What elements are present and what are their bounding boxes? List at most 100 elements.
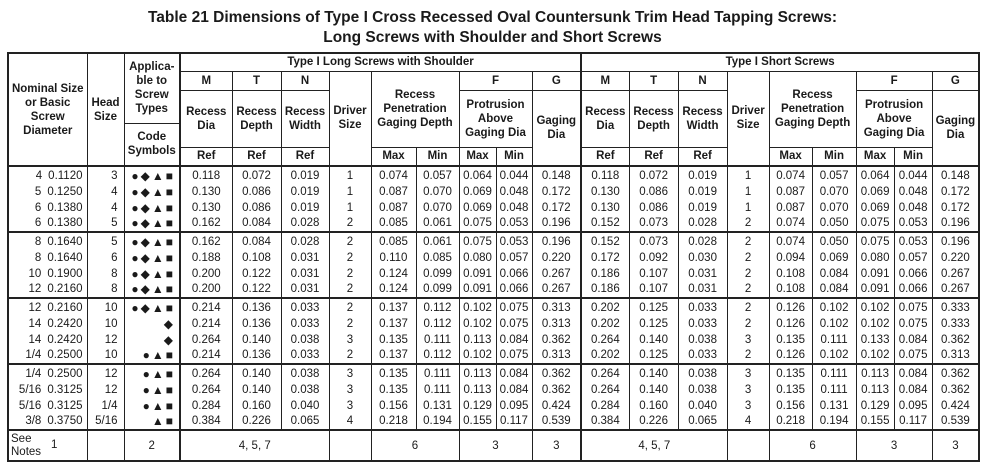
nominal-size: 12	[28, 302, 42, 314]
short-driver-size: 2	[726, 282, 770, 298]
long-f-protrusion-max: 0.102	[458, 298, 497, 316]
short-recess-pen-max: 0.126	[768, 298, 813, 316]
head-size: 4	[86, 184, 125, 200]
long-gaging-dia-header: Gaging Dia	[531, 89, 582, 167]
short-m-recess-dia: 0.202	[580, 348, 630, 364]
code-symbols: ●▲■	[123, 348, 181, 364]
long-n-recess-width: 0.038	[280, 382, 330, 398]
short-recess-pen-min: 0.111	[811, 332, 857, 348]
short-g-gaging-dia: 0.362	[931, 332, 980, 348]
short-recess-pen-max: 0.126	[768, 348, 813, 364]
short-f-max: Max	[855, 146, 895, 167]
short-recess-pen-max: 0.087	[768, 200, 813, 216]
short-m-recess-dia: 0.118	[580, 166, 630, 184]
table-title: Table 21 Dimensions of Type I Cross Rece…	[0, 0, 985, 52]
short-driver-size: 3	[726, 382, 770, 398]
nominal-size-header: Nominal Size or Basic Screw Diameter	[7, 52, 88, 167]
long-m-recess-dia: 0.130	[179, 200, 233, 216]
head-size: 6	[86, 250, 125, 266]
nominal-size: 5/16	[18, 383, 42, 396]
long-m-recess-dia: 0.162	[179, 232, 233, 250]
short-driver-size: 2	[726, 316, 770, 332]
short-recess-min: Min	[811, 146, 857, 167]
short-n-recess-width: 0.065	[677, 414, 728, 430]
long-f-protrusion-max: 0.129	[458, 398, 497, 414]
nominal-size: 6	[34, 217, 42, 229]
short-f-protrusion-min: 0.084	[893, 364, 933, 382]
long-t-recess-depth: 0.122	[231, 282, 282, 298]
short-recess-pen-max: 0.135	[768, 382, 813, 398]
head-size: 10	[86, 316, 125, 332]
table-row: 12 0.2160 10 ●◆▲■ 0.214 0.136 0.033 2 0.137 0.112…	[7, 298, 980, 316]
short-f-protrusion-max: 0.113	[855, 382, 895, 398]
long-n-recess-width: 0.019	[280, 166, 330, 184]
short-recess-pen-min: 0.102	[811, 298, 857, 316]
table-row: 6 0.1380 5 ●◆▲■ 0.162 0.084 0.028 2 0.085 0.061 0.…	[7, 216, 980, 232]
long-g-gaging-dia: 0.220	[531, 250, 582, 266]
long-t-recess-depth: 0.140	[231, 382, 282, 398]
nominal-size: 3/8	[25, 415, 42, 427]
nominal-size-cell: 6 0.1380	[7, 200, 88, 216]
long-m-recess-dia: 0.214	[179, 316, 233, 332]
long-t-recess-depth: 0.136	[231, 298, 282, 316]
long-g-gaging-dia: 0.424	[531, 398, 582, 414]
long-recess-min: Min	[415, 146, 460, 167]
long-t-ref: Ref	[231, 146, 282, 167]
code-symbols: ●◆▲■	[123, 232, 181, 250]
code-symbols: ●◆▲■	[123, 282, 181, 298]
head-size: 12	[86, 364, 125, 382]
short-driver-size: 2	[726, 232, 770, 250]
short-t-recess-depth: 0.107	[628, 266, 679, 282]
long-recess-pen-min: 0.070	[415, 184, 460, 200]
notes-head	[86, 429, 125, 462]
short-g-gaging-dia: 0.362	[931, 364, 980, 382]
long-t-recess-depth: 0.140	[231, 364, 282, 382]
nominal-size: 4	[35, 170, 43, 182]
long-driver-size: 3	[328, 364, 372, 382]
notes-short-protrusion: 3	[855, 429, 933, 462]
long-n-recess-width: 0.038	[280, 332, 330, 348]
long-recess-pen-max: 0.124	[370, 266, 417, 282]
short-m-ref: Ref	[580, 146, 630, 167]
notes-symbols: 2	[123, 429, 181, 462]
notes-long-protrusion: 3	[458, 429, 533, 462]
short-m-recess-dia: 0.152	[580, 232, 630, 250]
short-g-gaging-dia: 0.196	[931, 216, 980, 232]
long-f-protrusion-max: 0.091	[458, 266, 497, 282]
short-t-recess-depth: 0.140	[628, 332, 679, 348]
table-row: 5/16 0.3125 1/4 ●▲■ 0.284 0.160 0.040 3 0.156 0.1…	[7, 398, 980, 414]
short-n-recess-width: 0.033	[677, 298, 728, 316]
long-f-protrusion-min: 0.048	[495, 184, 533, 200]
long-recess-pen-max: 0.156	[370, 398, 417, 414]
short-n-recess-width: 0.019	[677, 166, 728, 184]
long-driver-size: 2	[328, 216, 372, 232]
long-recess-penetration-header: Recess Penetration Gaging Depth	[370, 70, 460, 148]
long-m-recess-dia: 0.214	[179, 298, 233, 316]
long-m-recess-dia: 0.264	[179, 364, 233, 382]
long-f-protrusion-min: 0.084	[495, 364, 533, 382]
short-driver-size: 1	[726, 166, 770, 184]
nominal-size-cell: 1/4 0.2500	[7, 364, 88, 382]
short-recess-pen-min: 0.111	[811, 364, 857, 382]
long-f-protrusion-max: 0.102	[458, 348, 497, 364]
short-recess-dia-header: Recess Dia	[580, 89, 630, 148]
long-g-gaging-dia: 0.362	[531, 332, 582, 348]
long-driver-size: 2	[328, 282, 372, 298]
long-m-recess-dia: 0.162	[179, 216, 233, 232]
short-m-recess-dia: 0.202	[580, 316, 630, 332]
short-driver-size: 4	[726, 414, 770, 430]
long-driver-size-header: Driver Size	[328, 70, 372, 167]
long-f-protrusion-min: 0.053	[495, 216, 533, 232]
long-f-protrusion-max: 0.113	[458, 382, 497, 398]
short-f-protrusion-max: 0.133	[855, 332, 895, 348]
long-m-recess-dia: 0.264	[179, 382, 233, 398]
notes-cell: See Notes 1	[7, 429, 88, 462]
long-f-protrusion-min: 0.044	[495, 166, 533, 184]
short-t-recess-depth: 0.125	[628, 348, 679, 364]
long-driver-size: 1	[328, 166, 372, 184]
code-symbols: ●◆▲■	[123, 250, 181, 266]
long-n-recess-width: 0.038	[280, 364, 330, 382]
code-symbols: ▲■	[123, 414, 181, 430]
basic-diameter: 0.2420	[47, 317, 83, 330]
short-f-min: Min	[893, 146, 933, 167]
